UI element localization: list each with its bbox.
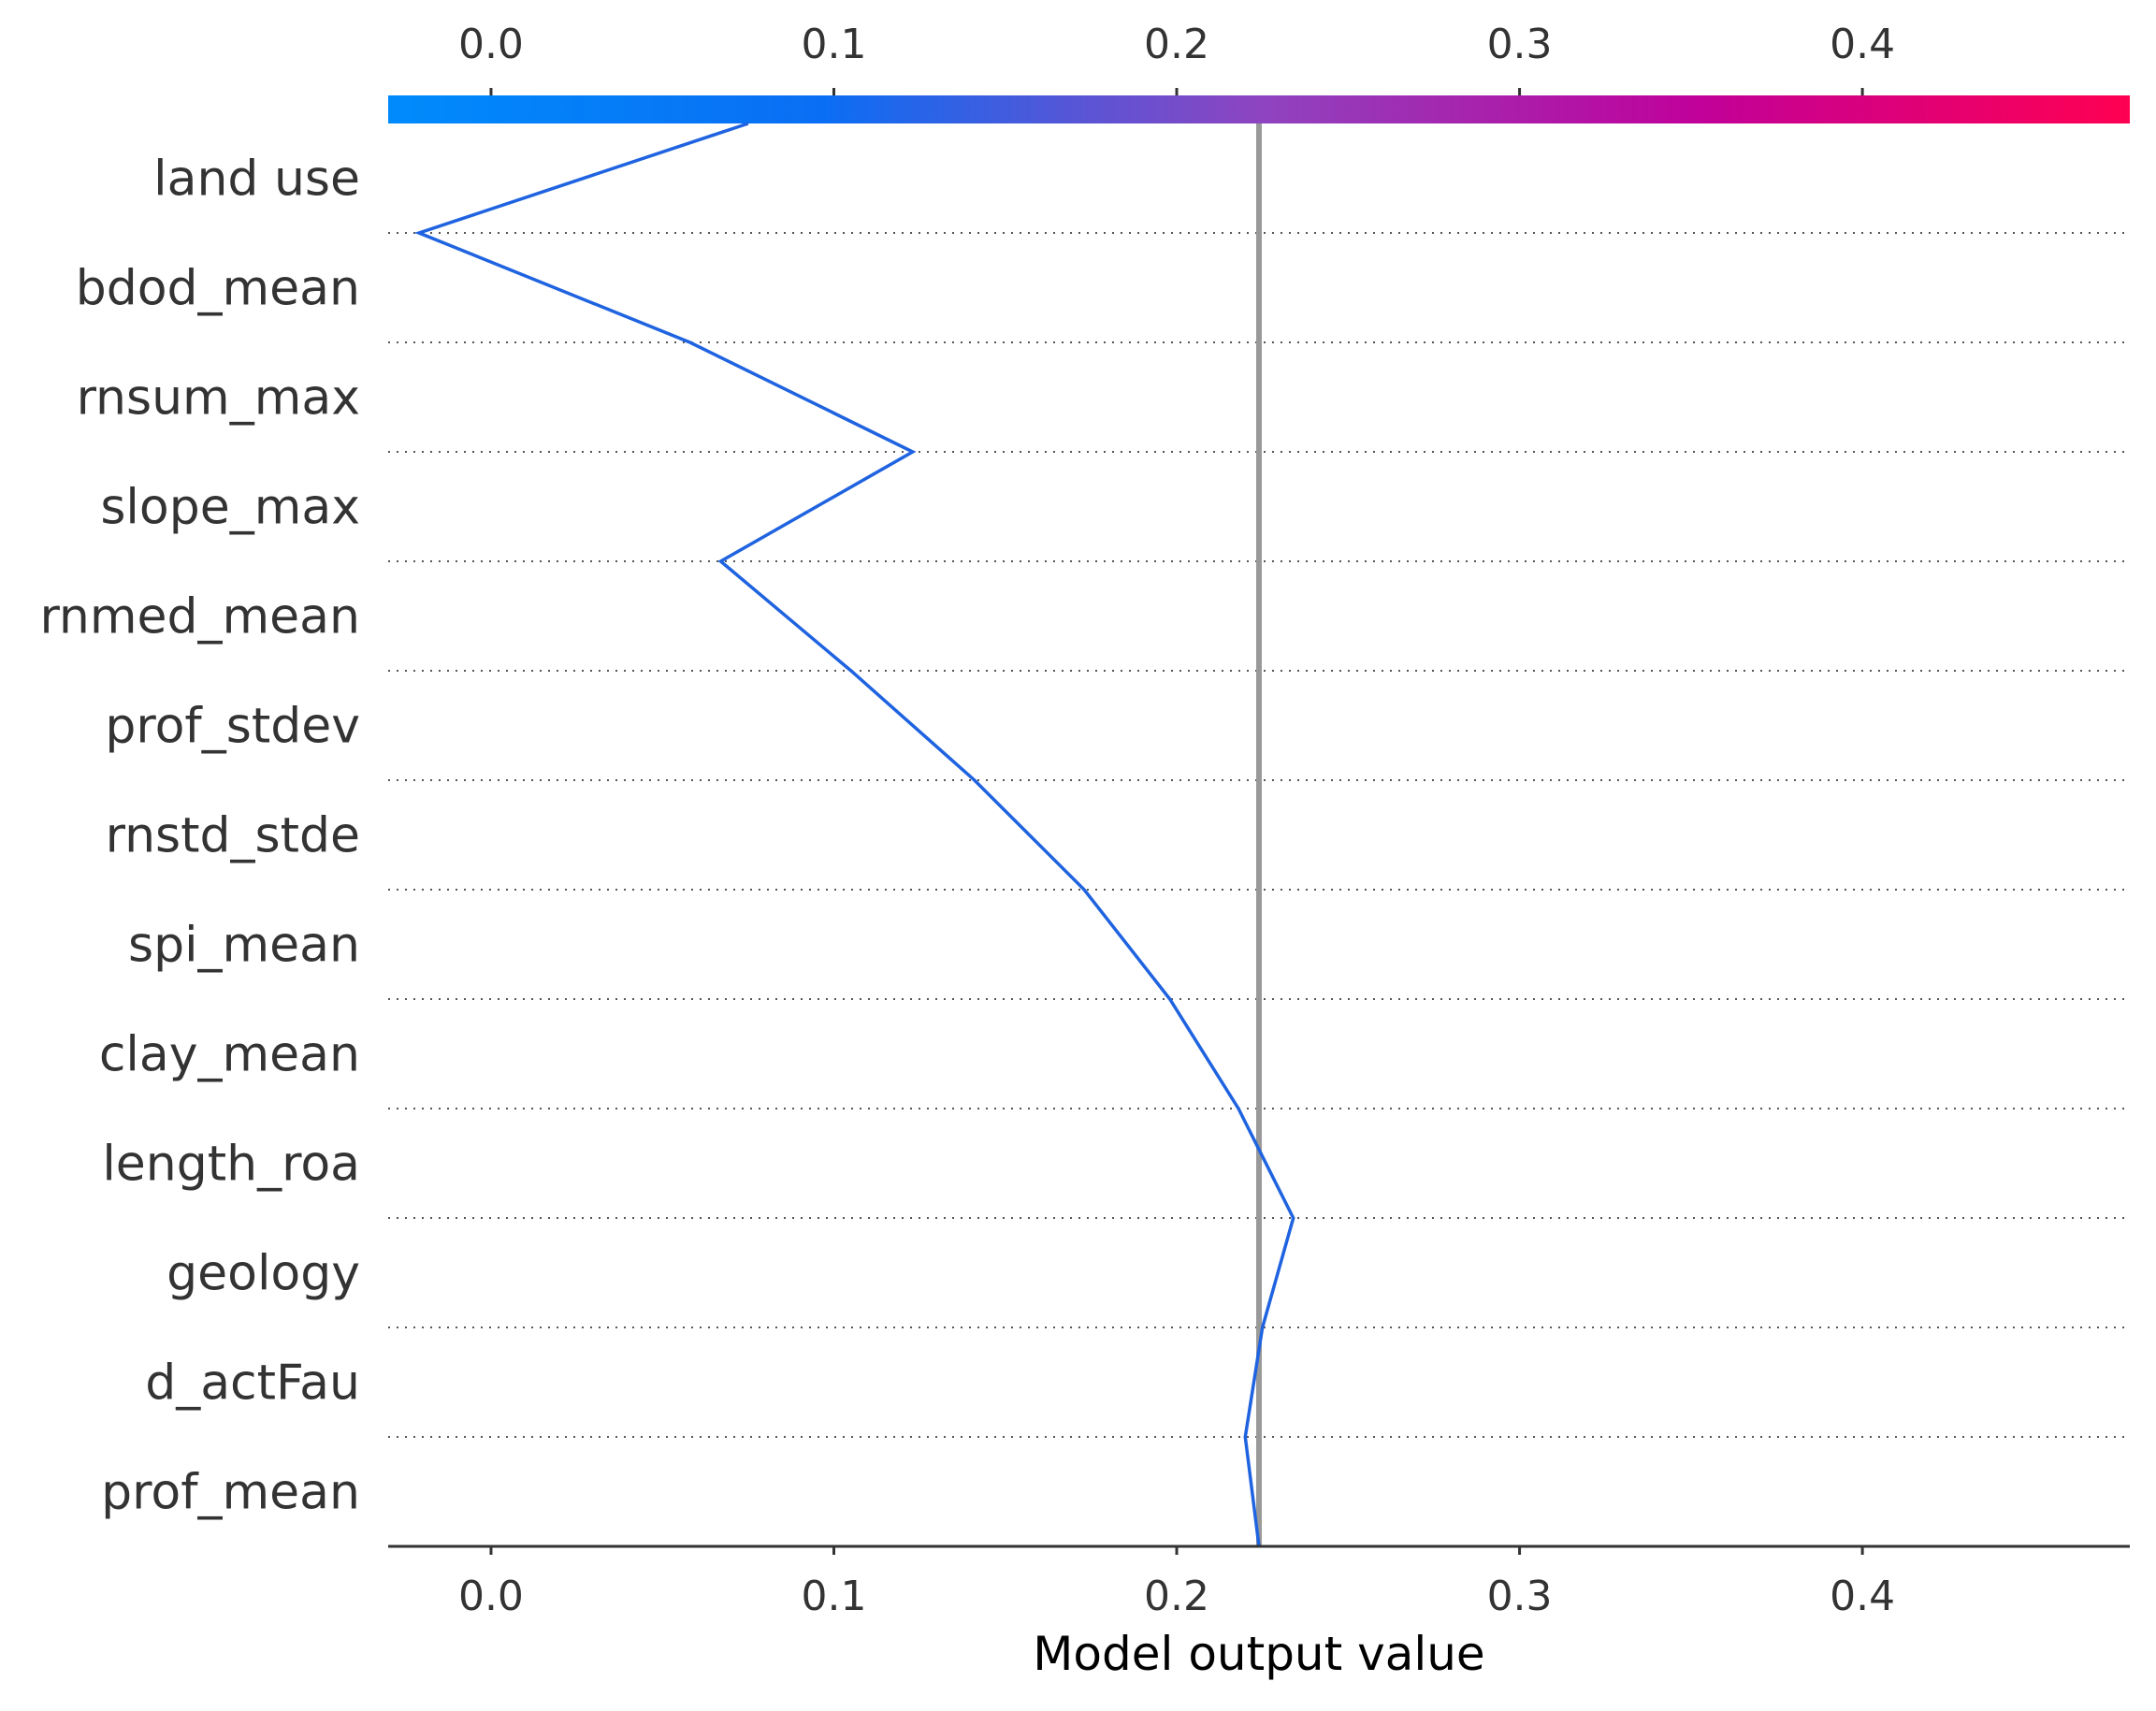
bottom-tick-label: 0.1 [802,1573,867,1620]
colorbar [388,95,2130,123]
top-tick-label: 0.4 [1830,21,1895,68]
feature-label: bdod_mean [76,261,360,317]
feature-label: d_actFau [145,1356,360,1412]
feature-label: geology [166,1246,360,1302]
top-tick-label: 0.1 [802,21,867,68]
feature-label: prof_mean [101,1465,360,1521]
bottom-tick-labels: 0.0 0.1 0.2 0.3 0.4 [458,1546,1895,1620]
top-tick-label: 0.2 [1144,21,1209,68]
feature-label: spi_mean [128,918,360,974]
feature-label: rnstd_stde [106,808,360,864]
x-axis-title: Model output value [1033,1627,1484,1681]
bottom-tick-label: 0.2 [1144,1573,1209,1620]
top-tick-labels: 0.0 0.1 0.2 0.3 0.4 [458,21,1895,95]
bottom-tick-label: 0.0 [458,1573,524,1620]
top-tick-label: 0.3 [1487,21,1553,68]
decision-line-layer [413,122,1295,1547]
feature-label: prof_stdev [105,699,360,755]
feature-label: land use [153,152,360,208]
decision-line [413,122,1295,1547]
bottom-tick-label: 0.3 [1487,1573,1553,1620]
feature-label: clay_mean [99,1027,360,1083]
top-tick-label: 0.0 [458,21,524,68]
feature-label: length_roa [102,1137,360,1193]
feature-labels: land use bdod_mean rnsum_max slope_maxrnmed… [39,152,360,1521]
feature-label: slope_max [100,480,360,536]
feature-label: rnsum_max [77,370,360,427]
bottom-tick-label: 0.4 [1830,1573,1895,1620]
feature-label: rnmed_mean [39,589,360,645]
